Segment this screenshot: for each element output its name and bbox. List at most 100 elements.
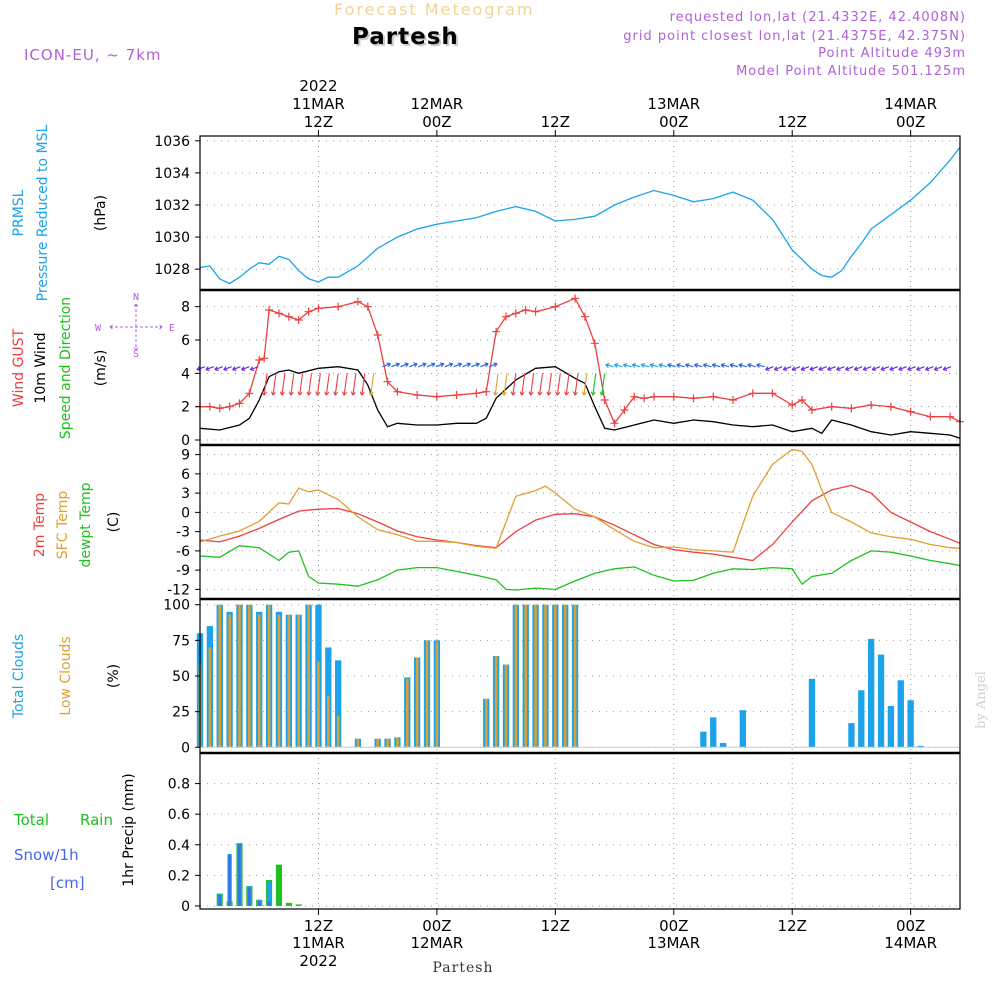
y-tick-label: 0: [181, 433, 190, 449]
wind-direction-arrow: [631, 362, 641, 368]
snow-bar: [258, 901, 261, 906]
wind-gust-point: [225, 402, 234, 411]
low-cloud-bar: [573, 604, 577, 748]
wind-gust-point: [215, 404, 224, 413]
wind-label-speed-dir: Speed and Direction: [58, 297, 74, 439]
wind-direction-arrow: [880, 366, 890, 371]
low-cloud-bar: [494, 656, 498, 748]
grid-lines: [200, 136, 960, 909]
temp-sfc-line: [199, 448, 961, 553]
panel-frames: [199, 135, 961, 910]
wind-direction-arrow: [492, 373, 499, 396]
wind-direction-arrow: [382, 362, 392, 368]
low-cloud-bar: [336, 715, 340, 748]
wind-direction-arrow: [563, 373, 570, 396]
wind-direction-arrow: [791, 366, 801, 371]
wind-direction-arrow: [306, 373, 313, 396]
y-tick-label: 4: [181, 366, 190, 382]
y-tick-label: 25: [172, 705, 190, 721]
total-precip-bar: [276, 904, 282, 906]
wind-gust-point: [521, 306, 530, 314]
x-tick-date-bottom: 11MAR: [292, 934, 345, 952]
y-tick-label: -12: [167, 582, 190, 598]
wind-gust-point: [669, 392, 678, 401]
wind-gust-point: [531, 307, 540, 316]
x-tick-hour-bottom: 12Z: [304, 917, 333, 935]
low-cloud-bar: [317, 661, 320, 748]
low-cloud-bar: [504, 664, 508, 748]
low-cloud-bar: [544, 604, 547, 748]
snow-bar: [238, 844, 241, 906]
wind-direction-arrow: [572, 373, 579, 396]
wind-direction-arrow: [417, 362, 427, 368]
location-title: Partesh: [352, 24, 459, 50]
wind-gust-point: [946, 412, 955, 421]
total-cloud-bar: [907, 700, 914, 748]
wind-direction-arrow: [435, 362, 445, 368]
wind-direction-arrow: [368, 373, 375, 396]
y-tick-label: 0: [181, 505, 190, 521]
y-tick-label: 0: [181, 740, 190, 756]
panel-frame-pressure: [199, 135, 961, 291]
compass-south: S: [133, 349, 139, 360]
wind-direction-arrow: [907, 366, 916, 371]
total-cloud-bar: [700, 731, 707, 748]
wind-gust-point: [580, 312, 589, 321]
wind-direction-arrow: [249, 366, 259, 371]
wind-gust-point: [393, 387, 402, 396]
low-cloud-bar: [435, 641, 439, 748]
compass-cross: [109, 303, 163, 351]
total-cloud-bar: [868, 638, 875, 748]
wind-gust-point: [432, 392, 441, 401]
point-altitude: Point Altitude 493m: [818, 46, 966, 61]
precip-unit: 1hr Precip (mm): [121, 773, 137, 886]
wind-gust-point: [205, 402, 214, 411]
y-tick-label: 6: [181, 333, 190, 349]
precip-label-total: Total: [13, 811, 49, 829]
wind-gust-point: [314, 304, 323, 313]
wind-direction-arrow: [426, 362, 436, 368]
wind-gust-point: [383, 377, 392, 386]
data-layer: [196, 146, 964, 906]
snow-bar: [268, 901, 271, 906]
wind-gust-point: [452, 391, 461, 399]
x-tick-hour-bottom: 00Z: [896, 917, 925, 935]
wind-gust-point: [551, 302, 560, 311]
x-tick-date-top: 14MAR: [884, 95, 937, 113]
temp-unit: (C): [106, 512, 122, 533]
wind-direction-arrow: [818, 366, 827, 371]
wind-gust-point: [373, 331, 382, 339]
x-tick-hour-bottom: 00Z: [659, 917, 688, 935]
y-tick-label: 50: [172, 669, 190, 685]
wind-gust-point: [788, 401, 797, 409]
panel-frame-temp: [199, 444, 961, 600]
low-cloud-bar: [267, 604, 271, 748]
total-precip-bar: [266, 881, 272, 906]
cloud-unit: (%): [106, 664, 122, 688]
wind-gust-point: [245, 389, 254, 398]
y-tick-label: 0.2: [168, 868, 190, 884]
temp-label-2m: 2m Temp: [32, 493, 48, 557]
wind-gust-point: [571, 294, 580, 303]
compass-west: W: [95, 323, 102, 334]
wind-direction-arrow: [501, 373, 508, 396]
wind-direction-arrow: [800, 366, 810, 371]
wind-direction-arrow: [599, 373, 606, 396]
wind-gust-point: [827, 402, 836, 411]
y-tick-label: 3: [181, 486, 190, 502]
y-tick-label: 1028: [154, 262, 190, 278]
wind-direction-arrow: [756, 362, 765, 368]
wind-direction-arrow: [471, 362, 480, 368]
wind-direction-arrow: [738, 362, 747, 368]
wind-direction-arrow: [270, 373, 277, 396]
wind-direction-arrow: [729, 362, 739, 368]
x-tick-hour-top: 00Z: [896, 113, 925, 131]
wind-direction-arrow: [640, 362, 650, 368]
y-tick-label: 0.6: [168, 807, 190, 823]
requested-coords: requested lon,lat (21.4332E, 42.4008N): [669, 10, 966, 25]
wind-direction-arrow: [297, 373, 304, 396]
low-cloud-bar: [277, 614, 281, 748]
y-tick-label: 1034: [154, 166, 190, 182]
wind-direction-arrow: [555, 373, 561, 396]
total-cloud-bar: [917, 745, 924, 748]
